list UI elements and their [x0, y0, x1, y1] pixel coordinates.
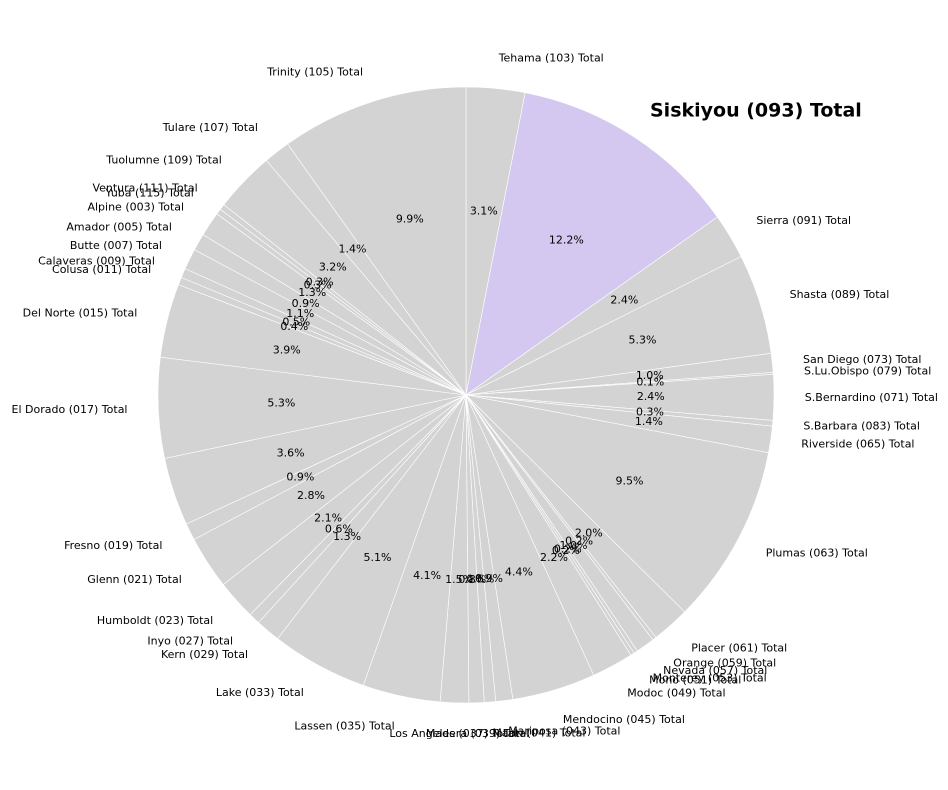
pct-placer-061-total: 2.0% [575, 527, 603, 540]
label-calaveras-009-total: Calaveras (009) Total [38, 254, 155, 267]
pct-tulare-107-total: 1.4% [339, 243, 367, 256]
pct-mariposa-043-total: 0.9% [475, 572, 503, 585]
label-glenn-021-total: Glenn (021) Total [87, 573, 182, 586]
pct-trinity-105-total: 9.9% [396, 212, 424, 225]
label-kern-029-total: Kern (029) Total [161, 648, 248, 661]
label-del-norte-015-total: Del Norte (015) Total [23, 306, 138, 319]
label-mono-051-total: Mono (051) Total [649, 674, 741, 687]
pct-sierra-091-total: 2.4% [610, 293, 638, 306]
pct-alpine-003-total: 1.3% [298, 286, 326, 299]
pct-riverside-065-total: 1.4% [635, 415, 663, 428]
pct-fresno-019-total: 0.9% [286, 471, 314, 484]
pct-orange-059-total: 0.2% [565, 535, 593, 548]
pct-plumas-063-total: 9.5% [616, 475, 644, 488]
pct-yuba-115-total: 0.3% [304, 278, 332, 291]
pct-lassen-035-total: 4.1% [413, 569, 441, 582]
label-riverside-065-total: Riverside (065) Total [801, 438, 914, 451]
label-tuolumne-109-total: Tuolumne (109) Total [105, 154, 222, 167]
label-alpine-003-total: Alpine (003) Total [87, 201, 184, 214]
label-colusa-011-total: Colusa (011) Total [52, 263, 151, 276]
label-trinity-105-total: Trinity (105) Total [266, 66, 363, 79]
pct-shasta-089-total: 5.3% [629, 334, 657, 347]
pct-s-bernardino-071-total: 2.4% [637, 390, 665, 403]
pct-marin-041-total: 0.6% [466, 573, 494, 586]
label-tehama-103-total: Tehama (103) Total [498, 51, 604, 64]
label-yuba-115-total: Yuba (115) Total [104, 187, 193, 200]
label-el-dorado-017-total: El Dorado (017) Total [12, 403, 128, 416]
label-marin-041-total: Marin (041) Total [492, 726, 585, 739]
pct-s-lu-obispo-079-total: 0.1% [636, 376, 664, 389]
pct-madera-039-total: 0.8% [458, 573, 486, 586]
slice-siskiyou-093-total [465, 92, 718, 396]
label-mariposa-043-total: Mariposa (043) Total [508, 725, 620, 738]
label-s-lu-obispo-079-total: S.Lu.Obispo (079) Total [804, 365, 931, 378]
pct-humboldt-023-total: 2.1% [314, 512, 342, 525]
pct-butte-007-total: 1.1% [286, 307, 314, 320]
pct-tuolumne-109-total: 3.2% [319, 260, 347, 273]
label-amador-005-total: Amador (005) Total [66, 220, 171, 233]
label-monterey-053-total: Monterey (053) Total [653, 671, 767, 684]
label-modoc-049-total: Modoc (049) Total [627, 687, 725, 700]
pct-mendocino-045-total: 4.4% [505, 566, 533, 579]
pct-san-diego-073-total: 1.0% [636, 369, 664, 382]
slice-plumas-063-total [465, 394, 769, 613]
pct-inyo-027-total: 0.6% [325, 523, 353, 536]
pct-nevada-057-total: 1.0% [560, 539, 588, 552]
label-shasta-089-total: Shasta (089) Total [790, 288, 890, 301]
pct-siskiyou-093-total: 12.2% [549, 233, 584, 246]
label-lake-033-total: Lake (033) Total [216, 686, 304, 699]
pct-ventura-111-total: 0.3% [306, 276, 334, 289]
label-butte-007-total: Butte (007) Total [70, 239, 162, 252]
pct-modoc-049-total: 2.2% [540, 551, 568, 564]
pct-kern-029-total: 1.3% [333, 530, 361, 543]
pct-calaveras-009-total: 0.5% [282, 315, 310, 328]
label-orange-059-total: Orange (059) Total [673, 657, 776, 670]
pct-los-angeles-037-total: 1.5% [445, 573, 473, 586]
label-sierra-091-total: Sierra (091) Total [756, 214, 851, 227]
label-placer-061-total: Placer (061) Total [691, 642, 787, 655]
label-siskiyou-093-total: Siskiyou (093) Total [650, 100, 862, 122]
label-tulare-107-total: Tulare (107) Total [162, 121, 258, 134]
pct-mono-051-total: 0.2% [552, 544, 580, 557]
pct-del-norte-015-total: 3.9% [273, 344, 301, 357]
label-san-diego-073-total: San Diego (073) Total [803, 353, 921, 366]
pct-amador-005-total: 0.9% [292, 297, 320, 310]
label-humboldt-023-total: Humboldt (023) Total [97, 614, 213, 627]
label-madera-039-total: Madera (039) Total [426, 727, 530, 740]
label-s-barbara-083-total: S.Barbara (083) Total [803, 420, 920, 433]
label-nevada-057-total: Nevada (057) Total [663, 664, 767, 677]
slice-percent-labels: 3.1%12.2%2.4%5.3%1.0%0.1%2.4%0.3%1.4%9.5… [267, 205, 664, 587]
pct-lake-033-total: 5.1% [364, 551, 392, 564]
label-fresno-019-total: Fresno (019) Total [64, 539, 162, 552]
label-plumas-063-total: Plumas (063) Total [766, 547, 868, 560]
label-ventura-111-total: Ventura (111) Total [92, 182, 197, 195]
pct-el-dorado-017-total: 5.3% [267, 396, 295, 409]
label-mendocino-045-total: Mendocino (045) Total [563, 713, 685, 726]
label-los-angeles-037-total: Los Angeles (037) Total [389, 727, 517, 740]
pct-tehama-103-total: 3.1% [470, 205, 498, 218]
pct-glenn-021-total: 2.8% [297, 489, 325, 502]
label-inyo-027-total: Inyo (027) Total [147, 635, 233, 648]
label-lassen-035-total: Lassen (035) Total [294, 720, 394, 733]
pct-s-barbara-083-total: 0.3% [636, 406, 664, 419]
pct-monterey-053-total: 0.2% [554, 543, 582, 556]
pie-slices [157, 86, 775, 704]
pct-slice-28: 3.6% [277, 447, 305, 460]
pct-colusa-011-total: 0.4% [280, 320, 308, 333]
label-s-bernardino-071-total: S.Bernardino (071) Total [805, 391, 938, 404]
slice-trinity-105-total [287, 86, 467, 396]
slice-labels: Tehama (103) Total Siskiyou (093) Total Si… [12, 51, 938, 740]
